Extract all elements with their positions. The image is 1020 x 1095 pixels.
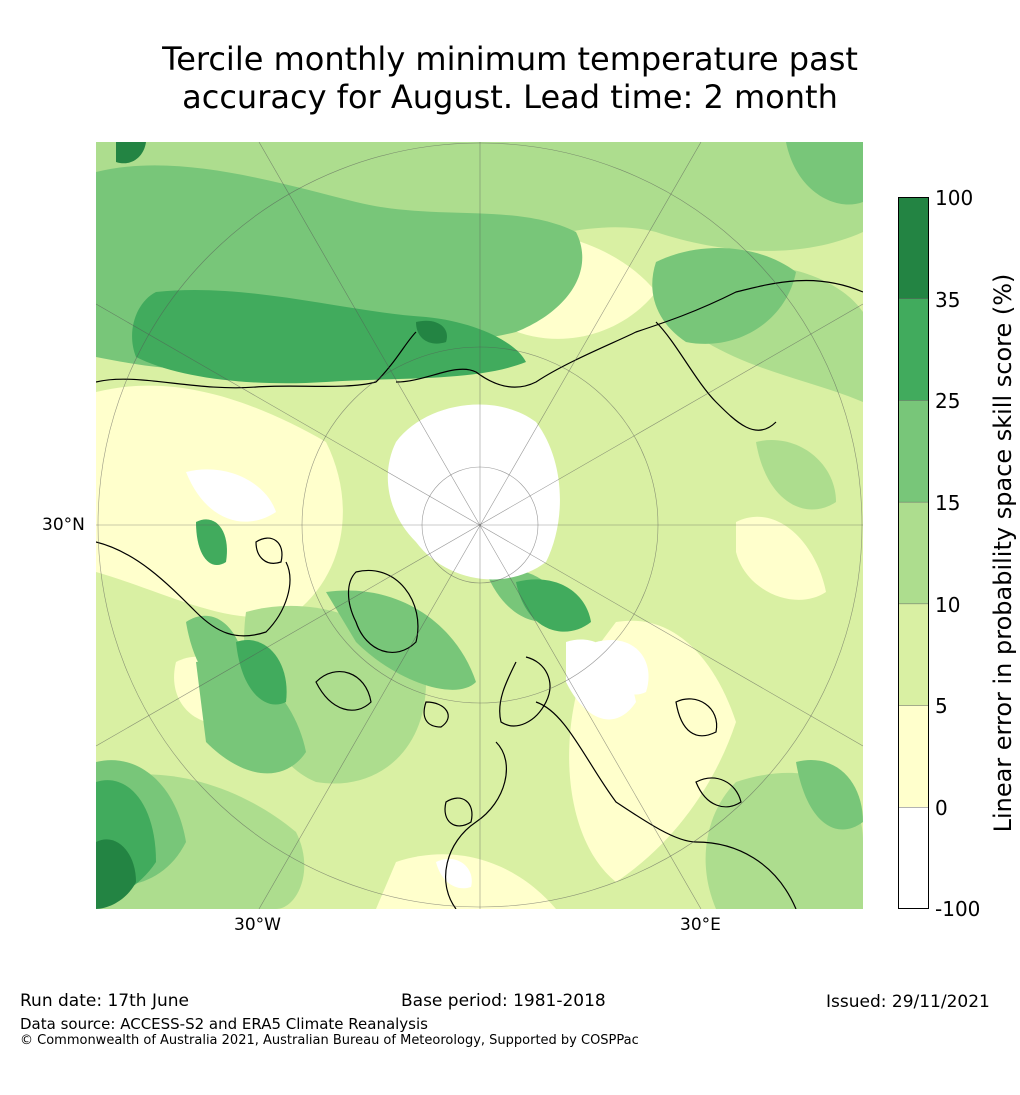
colorbar-swatch-1 bbox=[898, 197, 929, 300]
graticule bbox=[96, 142, 863, 909]
skill-class-below-0 bbox=[186, 404, 649, 889]
colorbar-swatch-3 bbox=[898, 400, 929, 503]
colorbar-swatch-2 bbox=[898, 298, 929, 401]
colorbar bbox=[898, 197, 929, 909]
lat-label-30n: 30°N bbox=[42, 515, 85, 535]
colorbar-tick-15: 15 bbox=[935, 491, 961, 515]
base-period: Base period: 1981-2018 bbox=[401, 991, 606, 1011]
colorbar-label: Linear error in probability space skill … bbox=[989, 273, 1017, 833]
colorbar-swatch-6 bbox=[898, 705, 929, 808]
colorbar-swatches bbox=[898, 197, 929, 909]
colorbar-tick-5: 5 bbox=[935, 694, 948, 718]
map-canvas bbox=[96, 142, 863, 909]
lon-label-30e: 30°E bbox=[680, 915, 721, 935]
colorbar-swatch-4 bbox=[898, 502, 929, 605]
colorbar-tick-minus-100: -100 bbox=[935, 897, 981, 921]
lon-label-30w: 30°W bbox=[234, 915, 281, 935]
chart-title: Tercile monthly minimum temperature past… bbox=[0, 40, 1020, 116]
colorbar-tick-0: 0 bbox=[935, 796, 948, 820]
colorbar-swatch-5 bbox=[898, 603, 929, 707]
data-source: Data source: ACCESS-S2 and ERA5 Climate … bbox=[20, 1015, 428, 1033]
polar-skill-map bbox=[96, 142, 863, 909]
colorbar-tick-10: 10 bbox=[935, 593, 961, 617]
coastlines bbox=[96, 279, 863, 909]
colorbar-tick-100: 100 bbox=[935, 186, 974, 210]
colorbar-tick-35: 35 bbox=[935, 288, 961, 312]
colorbar-swatch-7 bbox=[898, 807, 929, 909]
run-date: Run date: 17th June bbox=[20, 991, 189, 1011]
colorbar-tick-25: 25 bbox=[935, 389, 961, 413]
copyright: © Commonwealth of Australia 2021, Austra… bbox=[20, 1033, 639, 1048]
issued-date: Issued: 29/11/2021 bbox=[826, 992, 990, 1012]
skill-class-35-100 bbox=[96, 142, 447, 909]
title-line-1: Tercile monthly minimum temperature past bbox=[162, 40, 858, 78]
title-line-2: accuracy for August. Lead time: 2 month bbox=[182, 78, 838, 116]
